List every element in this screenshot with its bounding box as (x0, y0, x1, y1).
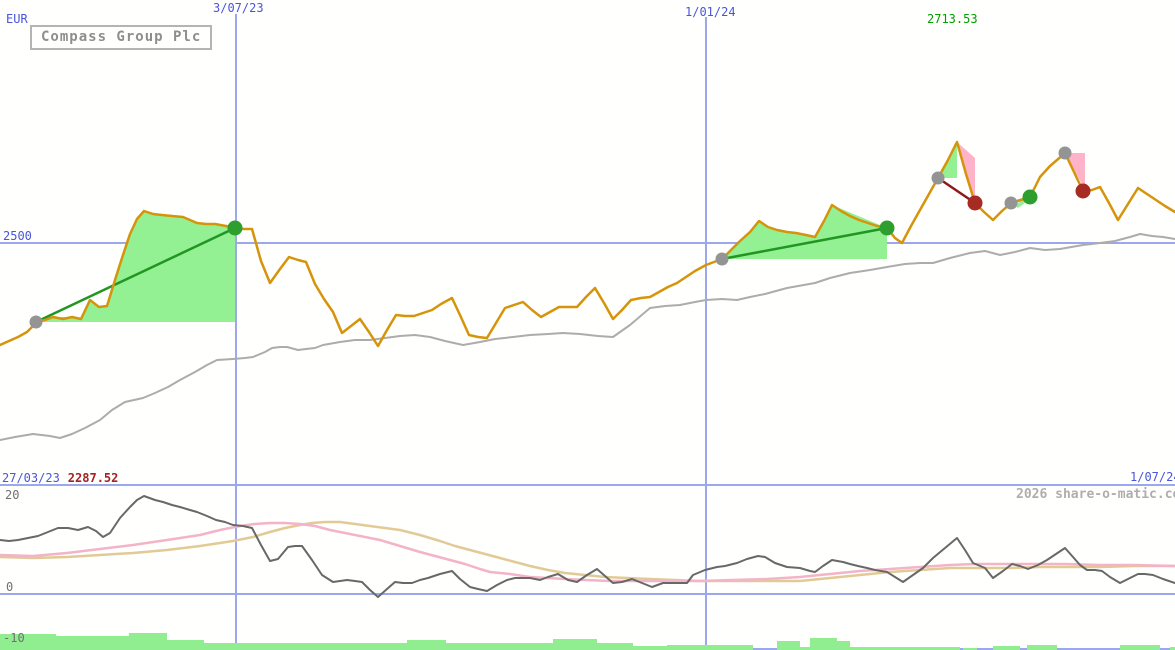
marker-dot-end-up (1022, 189, 1038, 205)
up-trend-2 (721, 226, 888, 261)
volume-bar (204, 643, 315, 650)
volume-bar (667, 645, 753, 650)
volume-bar (315, 643, 407, 650)
uptrend-zone-2 (722, 205, 887, 259)
volume-bar (407, 640, 446, 650)
instrument-title-box: Compass Group Plc (30, 25, 213, 50)
price-gridline-label: 2500 (3, 229, 32, 243)
marker-dot-start (1058, 146, 1072, 160)
marker-dot-start (715, 252, 729, 266)
last-price-label: 2713.53 (927, 12, 978, 26)
watermark-text: 2026 share-o-matic.com (1016, 487, 1175, 502)
volume-bar (777, 641, 800, 650)
moving-average-line (0, 233, 1175, 441)
x-tick-date-1: 3/07/23 (213, 1, 264, 15)
oscillator-tan-line (0, 520, 1175, 583)
start-point-label: 27/03/23 2287.52 (2, 472, 118, 484)
oscillator-tick-20: 20 (5, 488, 20, 502)
volume-bar (837, 641, 850, 650)
volume-bar (633, 646, 667, 650)
marker-dot-start (931, 171, 945, 185)
volume-bar (56, 636, 129, 650)
volume-bar (800, 647, 810, 650)
oscillator-main-line (0, 495, 1175, 598)
volume-bar (597, 643, 633, 650)
marker-dot-end-down (967, 195, 983, 211)
up-trend-1 (35, 226, 236, 324)
volume-bar (1027, 645, 1057, 650)
marker-dot-start (29, 315, 43, 329)
volume-bar (0, 634, 56, 650)
currency-label: EUR (6, 12, 28, 26)
x-tick-date-3: 1/07/24 (1130, 470, 1175, 484)
oscillator-pink-line (0, 521, 1175, 583)
volume-bar (810, 638, 837, 650)
oscillator-tick-minus10: -10 (3, 631, 25, 645)
marker-dot-start (1004, 196, 1018, 210)
uptrend-zone-1 (36, 211, 235, 322)
volume-bar (993, 646, 1020, 650)
instrument-title: Compass Group Plc (41, 29, 202, 45)
volume-bar (446, 643, 553, 650)
volume-bar (129, 633, 167, 650)
volume-bar (963, 648, 977, 650)
volume-bar (553, 639, 597, 650)
volume-bar (850, 647, 960, 650)
volume-bar (1170, 647, 1175, 650)
volume-bar (1120, 645, 1160, 650)
oscillator-tick-0: 0 (6, 580, 14, 594)
marker-dot-end-up (227, 220, 243, 236)
start-price-label: 2287.52 (67, 471, 119, 485)
x-tick-date-2: 1/01/24 (685, 5, 736, 19)
start-date-label: 27/03/23 (2, 471, 60, 485)
volume-bar (167, 640, 204, 650)
marker-dot-end-up (879, 220, 895, 236)
marker-dot-end-down (1075, 183, 1091, 199)
